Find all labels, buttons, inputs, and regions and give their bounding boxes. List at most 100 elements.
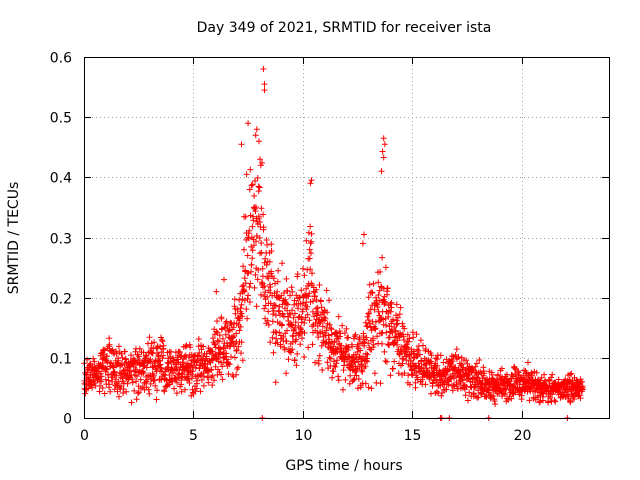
y-tick-label: 0 <box>63 412 72 428</box>
data-point <box>538 374 545 381</box>
data-point <box>366 310 373 317</box>
data-point <box>314 312 321 319</box>
data-point <box>122 355 129 362</box>
data-point <box>579 378 585 385</box>
data-point <box>290 333 297 340</box>
data-point <box>291 310 298 317</box>
data-point <box>411 362 418 369</box>
data-point <box>319 323 326 330</box>
data-point <box>294 271 301 277</box>
data-point <box>240 263 247 270</box>
data-point <box>119 354 126 361</box>
data-point <box>95 374 102 381</box>
data-point <box>370 341 377 348</box>
data-point <box>381 348 388 355</box>
data-point <box>340 386 346 393</box>
data-point <box>533 369 540 376</box>
data-point <box>316 352 323 359</box>
data-point <box>197 388 204 395</box>
data-point <box>298 326 304 333</box>
data-point <box>253 238 259 245</box>
data-point <box>361 231 367 238</box>
data-point <box>268 241 275 248</box>
data-point <box>252 177 258 184</box>
data-point <box>369 290 376 296</box>
data-point <box>249 255 256 262</box>
data-point <box>238 301 245 308</box>
data-point <box>238 141 245 148</box>
data-point <box>499 365 505 372</box>
data-point <box>214 337 221 344</box>
data-point <box>576 392 583 399</box>
data-point <box>393 317 400 324</box>
data-point <box>222 331 229 338</box>
data-point <box>255 266 262 273</box>
data-point <box>211 377 217 384</box>
data-point <box>98 373 105 380</box>
data-point <box>358 358 365 365</box>
data-point <box>128 352 134 359</box>
data-point <box>242 213 249 220</box>
data-point <box>365 384 372 391</box>
data-point <box>129 376 136 383</box>
data-point <box>205 379 212 386</box>
data-point <box>246 284 253 290</box>
data-point <box>443 372 450 378</box>
data-point <box>390 316 397 323</box>
data-point <box>195 336 202 342</box>
data-point <box>434 356 441 363</box>
data-point <box>362 363 369 370</box>
data-point <box>269 318 276 325</box>
data-point <box>449 358 456 365</box>
data-point <box>187 344 194 351</box>
data-point <box>284 288 291 295</box>
data-point <box>233 371 240 378</box>
data-point <box>231 303 238 310</box>
data-point <box>256 234 263 241</box>
data-point <box>200 382 207 389</box>
data-point <box>196 349 203 356</box>
data-point <box>330 368 337 375</box>
data-point <box>133 373 140 380</box>
data-point <box>374 304 381 310</box>
data-point <box>262 289 269 296</box>
data-point <box>91 358 98 365</box>
data-point <box>256 184 263 191</box>
data-point <box>294 350 301 357</box>
data-point <box>279 260 286 267</box>
data-point <box>373 294 379 301</box>
data-point <box>260 211 267 218</box>
data-point <box>387 308 394 315</box>
data-point <box>248 182 255 189</box>
y-tick-label: 0.4 <box>50 171 72 187</box>
data-point <box>119 362 125 369</box>
data-point <box>255 183 262 190</box>
data-point <box>304 303 311 310</box>
data-point <box>150 372 157 379</box>
data-point <box>267 339 274 346</box>
data-point <box>365 294 372 301</box>
data-point <box>395 370 402 377</box>
data-point <box>254 276 261 283</box>
data-point <box>288 321 295 328</box>
data-point <box>356 334 363 341</box>
data-point <box>350 377 357 383</box>
data-point <box>511 365 518 372</box>
data-point <box>375 292 382 298</box>
data-point <box>289 346 296 353</box>
x-tick-label: 0 <box>80 428 89 444</box>
data-point <box>305 293 312 300</box>
data-point <box>323 287 330 294</box>
data-point <box>159 338 166 345</box>
data-point <box>309 270 315 277</box>
data-point <box>120 386 127 392</box>
data-point <box>251 284 258 291</box>
data-point <box>555 376 562 383</box>
data-point <box>368 385 375 392</box>
data-point <box>218 315 225 322</box>
data-point <box>364 351 371 358</box>
data-point <box>328 331 335 338</box>
data-point <box>219 325 225 332</box>
data-point <box>375 279 382 286</box>
data-point <box>364 313 371 320</box>
